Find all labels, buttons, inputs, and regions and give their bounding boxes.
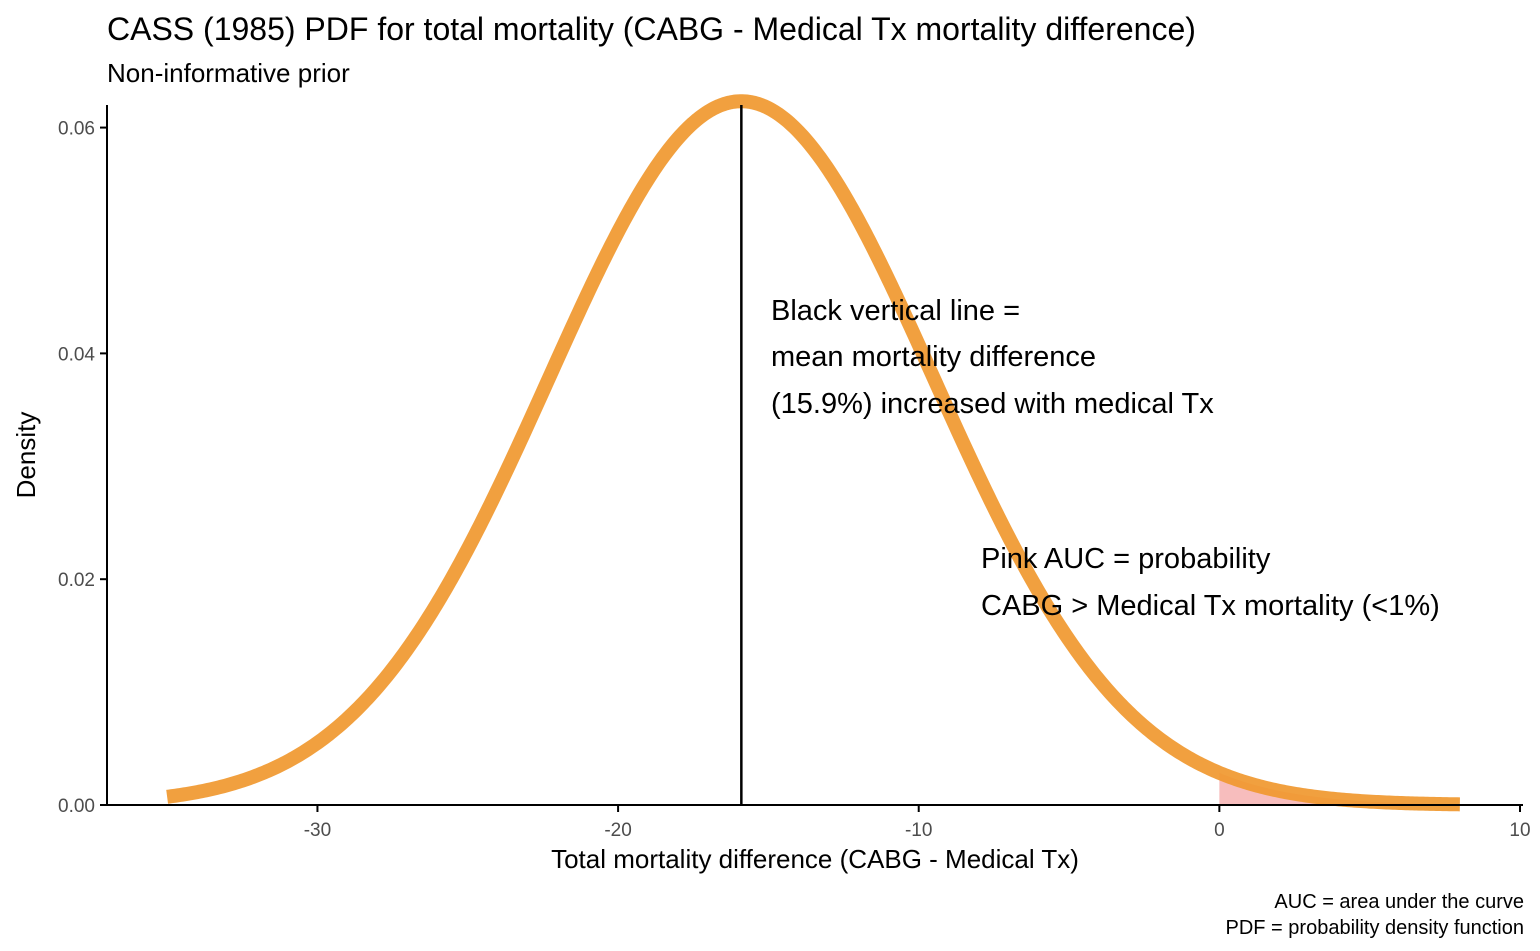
x-axis-ticks: -30 -20 -10 0 10 <box>304 805 1531 841</box>
chart-title: CASS (1985) PDF for total mortality (CAB… <box>107 11 1196 47</box>
annotation-line: CABG > Medical Tx mortality (<1%) <box>981 590 1440 622</box>
annotation-pink-auc: Pink AUC = probability CABG > Medical Tx… <box>981 543 1440 622</box>
y-tick-label: 0.06 <box>58 119 95 140</box>
x-tick-label: 10 <box>1509 820 1530 841</box>
x-tick-label: -10 <box>905 820 932 841</box>
caption-pdf: PDF = probability density function <box>1226 917 1525 939</box>
chart-subtitle: Non-informative prior <box>107 58 350 88</box>
y-tick-label: 0.00 <box>58 796 95 817</box>
annotation-line: Black vertical line = <box>771 295 1020 327</box>
x-axis-title: Total mortality difference (CABG - Medic… <box>551 844 1079 874</box>
annotation-mean-line: Black vertical line = mean mortality dif… <box>771 295 1214 420</box>
x-tick-label: -20 <box>604 820 631 841</box>
y-tick-label: 0.02 <box>58 570 95 591</box>
annotation-line: mean mortality difference <box>771 341 1096 373</box>
caption-auc: AUC = area under the curve <box>1274 891 1524 913</box>
y-axis-title: Density <box>11 412 41 499</box>
annotation-line: (15.9%) increased with medical Tx <box>771 388 1214 420</box>
density-curve <box>162 94 1465 812</box>
y-axis-ticks: 0.00 0.02 0.04 0.06 <box>58 119 107 817</box>
plot-area <box>162 94 1465 812</box>
x-tick-label: 0 <box>1214 820 1225 841</box>
y-tick-label: 0.04 <box>58 344 95 365</box>
annotation-line: Pink AUC = probability <box>981 543 1271 575</box>
x-tick-label: -30 <box>304 820 331 841</box>
